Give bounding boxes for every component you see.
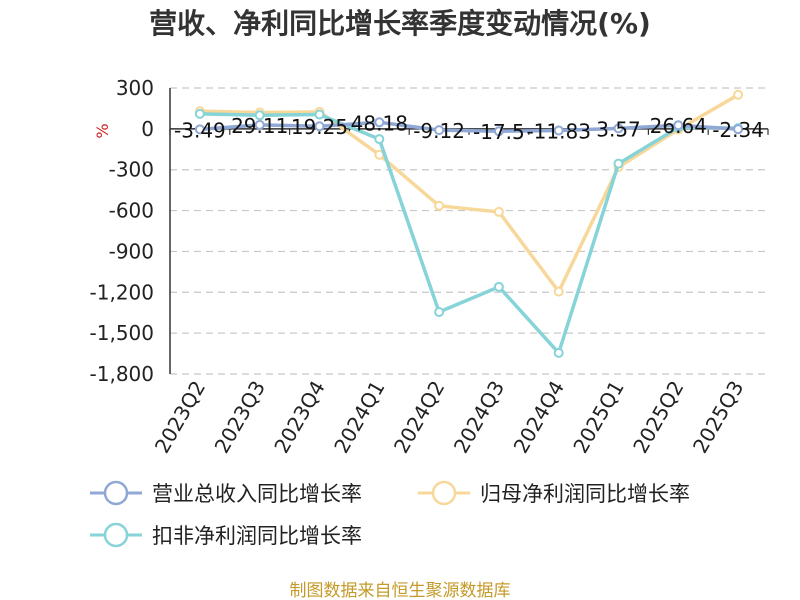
data-point[interactable] bbox=[613, 123, 624, 134]
data-point[interactable] bbox=[733, 89, 744, 100]
legend-item[interactable]: 归母净利润同比增长率 bbox=[418, 480, 690, 506]
y-axis-unit-label: % bbox=[93, 123, 112, 138]
data-point[interactable] bbox=[493, 281, 504, 292]
legend-label: 扣非净利润同比增长率 bbox=[152, 524, 362, 548]
x-tick-label: 2024Q4 bbox=[509, 377, 569, 458]
y-tick-label: -1,200 bbox=[90, 280, 154, 304]
data-point[interactable] bbox=[493, 206, 504, 217]
series-0 bbox=[194, 117, 744, 137]
data-point[interactable] bbox=[254, 110, 265, 121]
x-tick-label: 2023Q2 bbox=[150, 377, 210, 458]
data-label: 26.64 bbox=[650, 114, 707, 138]
data-label: 19.25 bbox=[291, 115, 348, 139]
data-label: -17.5 bbox=[473, 120, 525, 144]
x-tick-label: 2023Q3 bbox=[210, 377, 270, 458]
legend-label: 归母净利润同比增长率 bbox=[480, 482, 690, 506]
legend-marker bbox=[103, 480, 129, 506]
data-labels: -3.49 29.11 19.25 48.18 -9.12 -17.5 -11.83 3.57… bbox=[174, 111, 764, 144]
x-tick-label: 2023Q4 bbox=[269, 377, 329, 458]
series-lines bbox=[194, 89, 744, 358]
data-point[interactable] bbox=[194, 108, 205, 119]
legend-item[interactable]: 扣非净利润同比增长率 bbox=[90, 522, 362, 548]
x-tick-label: 2024Q1 bbox=[329, 377, 389, 458]
y-tick-label: -300 bbox=[109, 158, 154, 182]
x-tick-label: 2025Q3 bbox=[688, 377, 748, 458]
data-point[interactable] bbox=[553, 286, 564, 297]
legend-label: 营业总收入同比增长率 bbox=[152, 482, 362, 506]
data-point[interactable] bbox=[314, 121, 325, 132]
series-line bbox=[199, 120, 739, 133]
data-point[interactable] bbox=[374, 134, 385, 145]
series-2 bbox=[194, 108, 744, 358]
data-point[interactable] bbox=[673, 120, 684, 131]
y-tick-label: 300 bbox=[116, 76, 154, 100]
data-point[interactable] bbox=[194, 124, 205, 135]
y-tick-label: -1,800 bbox=[90, 362, 154, 386]
data-point[interactable] bbox=[254, 119, 265, 130]
data-point[interactable] bbox=[314, 109, 325, 120]
y-tick-label: -1,500 bbox=[90, 321, 154, 345]
legend-item[interactable]: 营业总收入同比增长率 bbox=[90, 480, 362, 506]
data-label: -3.49 bbox=[174, 118, 226, 142]
series-line bbox=[199, 112, 739, 355]
source-footer: 制图数据来自恒生聚源数据库 bbox=[290, 581, 511, 600]
legend-marker bbox=[431, 480, 457, 506]
data-point[interactable] bbox=[553, 125, 564, 136]
y-tick-label: 0 bbox=[141, 117, 154, 141]
legend-marker bbox=[103, 522, 129, 548]
data-label: -2.34 bbox=[712, 118, 764, 142]
x-tick-label: 2024Q3 bbox=[449, 377, 509, 458]
data-point[interactable] bbox=[434, 200, 445, 211]
data-point[interactable] bbox=[374, 117, 385, 128]
data-point[interactable] bbox=[434, 307, 445, 318]
x-tick-label: 2024Q2 bbox=[389, 376, 449, 457]
chart-title: 营收、净利同比增长率季度变动情况(%) bbox=[149, 7, 651, 40]
data-point[interactable] bbox=[434, 125, 445, 136]
y-tick-label: -600 bbox=[109, 199, 154, 223]
x-tick-label: 2025Q2 bbox=[628, 377, 688, 458]
data-label: -11.83 bbox=[526, 119, 590, 143]
series-line bbox=[199, 93, 739, 294]
data-point[interactable] bbox=[613, 158, 624, 169]
data-point[interactable] bbox=[493, 126, 504, 137]
y-tick-label: -900 bbox=[109, 239, 154, 263]
data-point[interactable] bbox=[733, 124, 744, 135]
data-label: 3.57 bbox=[596, 117, 641, 141]
data-label: 48.18 bbox=[351, 111, 408, 135]
data-point[interactable] bbox=[553, 347, 564, 358]
data-label: 29.11 bbox=[231, 114, 288, 138]
x-tick-label: 2025Q1 bbox=[568, 377, 628, 458]
data-label: -9.12 bbox=[413, 119, 465, 143]
